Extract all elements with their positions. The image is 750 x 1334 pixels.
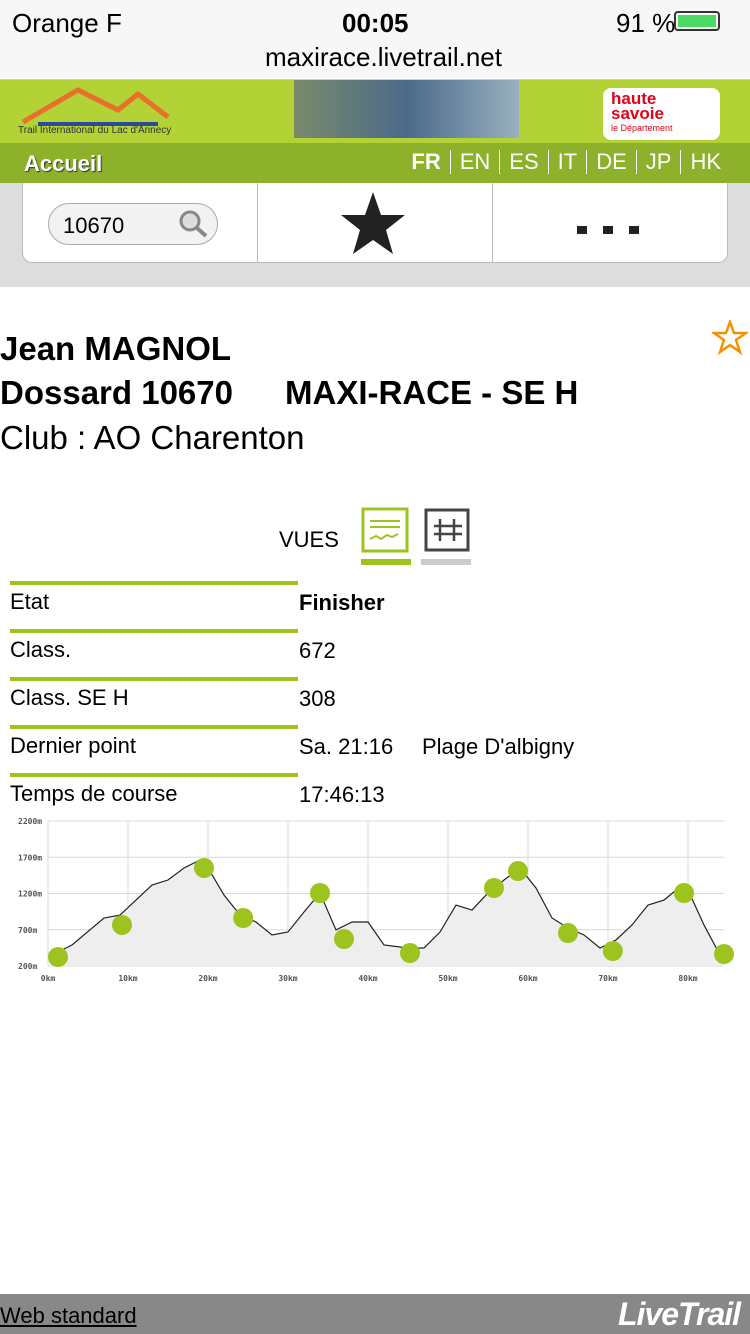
row-value: 17:46:13 xyxy=(299,782,385,807)
y-tick-label: 1200m xyxy=(18,890,42,899)
web-standard-link[interactable]: Web standard xyxy=(0,1303,137,1328)
more-cell[interactable] xyxy=(492,183,727,262)
checkpoint[interactable] xyxy=(310,882,330,903)
sponsor: haute savoie le Département xyxy=(603,88,720,140)
languages: FR EN ES IT DE JP HK xyxy=(402,150,730,174)
row-value: 672 xyxy=(299,638,336,663)
carrier: Orange F xyxy=(12,8,122,38)
logo-caption: Trail International du Lac d'Annecy xyxy=(18,125,172,136)
nav-bar: Accueil FR EN ES IT DE JP HK xyxy=(0,143,750,183)
checkpoint[interactable] xyxy=(400,943,420,964)
x-tick-label: 20km xyxy=(198,974,217,983)
checkpoint[interactable] xyxy=(233,908,254,929)
row-label: Class. xyxy=(10,629,298,677)
checkpoint[interactable] xyxy=(484,877,504,898)
search-icon[interactable] xyxy=(173,205,213,243)
row-value: Finisher xyxy=(299,590,385,615)
search-input[interactable]: 10670 xyxy=(48,203,218,245)
checkpoint[interactable] xyxy=(714,944,734,965)
footer: Web standard LiveTrail xyxy=(0,1294,750,1334)
checkpoint[interactable] xyxy=(48,947,68,968)
language-link[interactable]: JP xyxy=(635,150,681,174)
row-value: Sa. 21:16 xyxy=(299,734,394,759)
profile-area xyxy=(48,860,724,966)
photo xyxy=(294,80,519,138)
language-link[interactable]: HK xyxy=(680,150,730,174)
star-icon[interactable] xyxy=(338,190,408,256)
y-tick-label: 700m xyxy=(18,926,37,935)
table-view-icon[interactable] xyxy=(424,508,470,552)
language-link[interactable]: DE xyxy=(586,150,636,174)
x-tick-label: 0km xyxy=(41,974,56,983)
favorites-cell[interactable] xyxy=(257,183,492,262)
url[interactable]: maxirace.livetrail.net xyxy=(265,42,502,72)
y-tick-label: 2200m xyxy=(18,817,42,826)
sponsor-text: le Département xyxy=(611,123,673,133)
status-bar: Orange F 00:05 91 % maxirace.livetrail.n… xyxy=(0,0,750,80)
x-tick-label: 70km xyxy=(598,974,617,983)
checkpoint[interactable] xyxy=(194,857,214,878)
checkpoint[interactable] xyxy=(674,882,694,903)
checkpoint[interactable] xyxy=(112,914,132,935)
x-tick-label: 80km xyxy=(678,974,697,983)
battery: 91 % xyxy=(616,8,676,38)
x-tick-label: 10km xyxy=(118,974,137,983)
views-label: VUES xyxy=(279,527,339,552)
row-label: Etat xyxy=(10,581,298,629)
language-link[interactable]: FR xyxy=(411,149,441,174)
y-tick-label: 1700m xyxy=(18,853,42,862)
toolbar: 10670 xyxy=(22,183,728,263)
checkpoint[interactable] xyxy=(558,923,578,944)
clock: 00:05 xyxy=(342,8,409,38)
x-tick-label: 60km xyxy=(518,974,537,983)
elevation-chart: 200m 700m 1200m 1700m 2200m 0km 10km 20km 30km 40… xyxy=(18,817,734,983)
checkpoint[interactable] xyxy=(334,929,354,950)
row-value: 308 xyxy=(299,686,336,711)
row-label: Class. SE H xyxy=(10,677,298,725)
search-cell: 10670 xyxy=(23,183,257,262)
battery-icon xyxy=(674,11,720,31)
logo xyxy=(21,87,170,126)
row-value: Plage D'albigny xyxy=(422,734,575,759)
row-label: Temps de course xyxy=(10,773,298,821)
favorite-star[interactable] xyxy=(712,320,748,356)
view-switch xyxy=(361,507,471,565)
runner-club: Club : AO Charenton xyxy=(0,419,305,456)
banner: Trail International du Lac d'Annecy haut… xyxy=(0,80,750,143)
x-tick-label: 30km xyxy=(278,974,297,983)
profile-view-icon[interactable] xyxy=(361,507,409,553)
brand-logo: LiveTrail xyxy=(618,1296,741,1332)
checkpoint[interactable] xyxy=(602,940,623,961)
language-link[interactable]: ES xyxy=(499,150,547,174)
home-link[interactable]: Accueil xyxy=(24,151,103,176)
sponsor-text: haute xyxy=(611,89,657,108)
row-label: Dernier point xyxy=(10,725,298,773)
sponsor-text: savoie xyxy=(611,104,664,123)
y-tick-label: 200m xyxy=(18,962,37,971)
language-link[interactable]: IT xyxy=(547,150,587,174)
runner-name: Jean MAGNOL xyxy=(0,330,232,367)
runner-bib: Dossard 10670 xyxy=(0,374,233,411)
checkpoint[interactable] xyxy=(508,861,528,882)
x-tick-label: 40km xyxy=(358,974,377,983)
runner-race: MAXI-RACE - SE H xyxy=(285,374,579,411)
x-tick-label: 50km xyxy=(438,974,457,983)
more-icon[interactable] xyxy=(573,223,643,237)
language-link[interactable]: EN xyxy=(449,150,500,174)
